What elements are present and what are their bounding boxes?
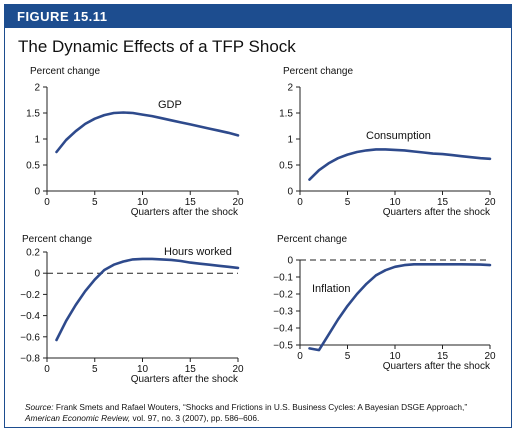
series-label: GDP bbox=[158, 99, 182, 111]
y-tick-label: 1 bbox=[287, 135, 293, 146]
x-tick-label: 10 bbox=[389, 197, 401, 208]
y-tick-label: −0.2 bbox=[273, 290, 293, 301]
series-line-gdp bbox=[55, 111, 240, 154]
series-label: Inflation bbox=[312, 283, 351, 295]
x-tick-label: 20 bbox=[232, 197, 244, 208]
y-tick-label: −0.4 bbox=[20, 311, 40, 322]
x-tick-label: 5 bbox=[92, 364, 98, 375]
y-tick-label: −0.4 bbox=[273, 324, 293, 335]
y-tick-label: 1.5 bbox=[26, 109, 40, 120]
source-journal: American Economic Review, bbox=[25, 413, 131, 423]
y-tick-label: 0.5 bbox=[26, 161, 40, 172]
y-tick-label: −0.5 bbox=[273, 341, 293, 352]
y-tick-label: 0 bbox=[34, 187, 40, 198]
source-text-2: vol. 97, no. 3 (2007), pp. 586–606. bbox=[132, 413, 260, 423]
figure-label: FIGURE 15.11 bbox=[17, 9, 108, 24]
y-tick-label: 0 bbox=[287, 256, 293, 267]
source-text-1: Frank Smets and Rafael Wouters, “Shocks … bbox=[55, 402, 468, 412]
x-tick-label: 10 bbox=[137, 364, 149, 375]
y-tick-label: 0.5 bbox=[279, 161, 293, 172]
series-line-hours-worked bbox=[55, 257, 240, 342]
y-tick-label: 2 bbox=[287, 83, 293, 94]
x-tick-label: 0 bbox=[297, 351, 303, 362]
y-axis-label: Percent change bbox=[277, 234, 347, 245]
x-tick-label: 0 bbox=[44, 197, 50, 208]
y-axis-label: Percent change bbox=[283, 66, 353, 77]
x-axis-label: Quarters after the shock bbox=[383, 207, 491, 218]
x-tick-label: 10 bbox=[389, 351, 401, 362]
x-tick-label: 20 bbox=[484, 197, 496, 208]
x-tick-label: 15 bbox=[437, 351, 449, 362]
y-tick-label: 1.5 bbox=[279, 109, 293, 120]
x-tick-label: 5 bbox=[92, 197, 98, 208]
y-tick-label: −0.8 bbox=[20, 354, 40, 365]
x-axis-label: Quarters after the shock bbox=[383, 361, 491, 372]
figure-frame: FIGURE 15.11 The Dynamic Effects of a TF… bbox=[4, 4, 512, 428]
y-tick-label: 0.2 bbox=[26, 248, 40, 259]
series-line-consumption bbox=[308, 148, 492, 181]
source-note: Source: Frank Smets and Rafael Wouters, … bbox=[25, 402, 495, 424]
figure-title: The Dynamic Effects of a TFP Shock bbox=[18, 37, 296, 56]
x-tick-label: 20 bbox=[232, 364, 244, 375]
x-tick-label: 0 bbox=[297, 197, 303, 208]
x-axis-label: Quarters after the shock bbox=[131, 374, 239, 385]
x-tick-label: 20 bbox=[484, 351, 496, 362]
x-tick-label: 0 bbox=[44, 364, 50, 375]
y-axis-label: Percent change bbox=[30, 66, 100, 77]
x-tick-label: 5 bbox=[345, 197, 351, 208]
y-tick-label: −0.3 bbox=[273, 307, 293, 318]
y-axis-label: Percent change bbox=[22, 234, 92, 245]
y-tick-label: 1 bbox=[34, 135, 40, 146]
x-tick-label: 15 bbox=[185, 197, 197, 208]
x-tick-label: 15 bbox=[437, 197, 449, 208]
series-label: Consumption bbox=[366, 130, 431, 142]
y-tick-label: 0 bbox=[34, 269, 40, 280]
figure-label-bar: FIGURE 15.11 bbox=[5, 5, 511, 28]
y-tick-label: −0.1 bbox=[273, 273, 293, 284]
y-tick-label: −0.6 bbox=[20, 332, 40, 343]
x-tick-label: 15 bbox=[185, 364, 197, 375]
y-tick-label: 0 bbox=[287, 187, 293, 198]
y-tick-label: 2 bbox=[34, 83, 40, 94]
x-tick-label: 5 bbox=[345, 351, 351, 362]
y-tick-label: −0.2 bbox=[20, 290, 40, 301]
series-line-inflation bbox=[308, 262, 492, 352]
series-label: Hours worked bbox=[164, 246, 232, 258]
source-label: Source: bbox=[25, 402, 54, 412]
x-axis-label: Quarters after the shock bbox=[131, 207, 239, 218]
x-tick-label: 10 bbox=[137, 197, 149, 208]
